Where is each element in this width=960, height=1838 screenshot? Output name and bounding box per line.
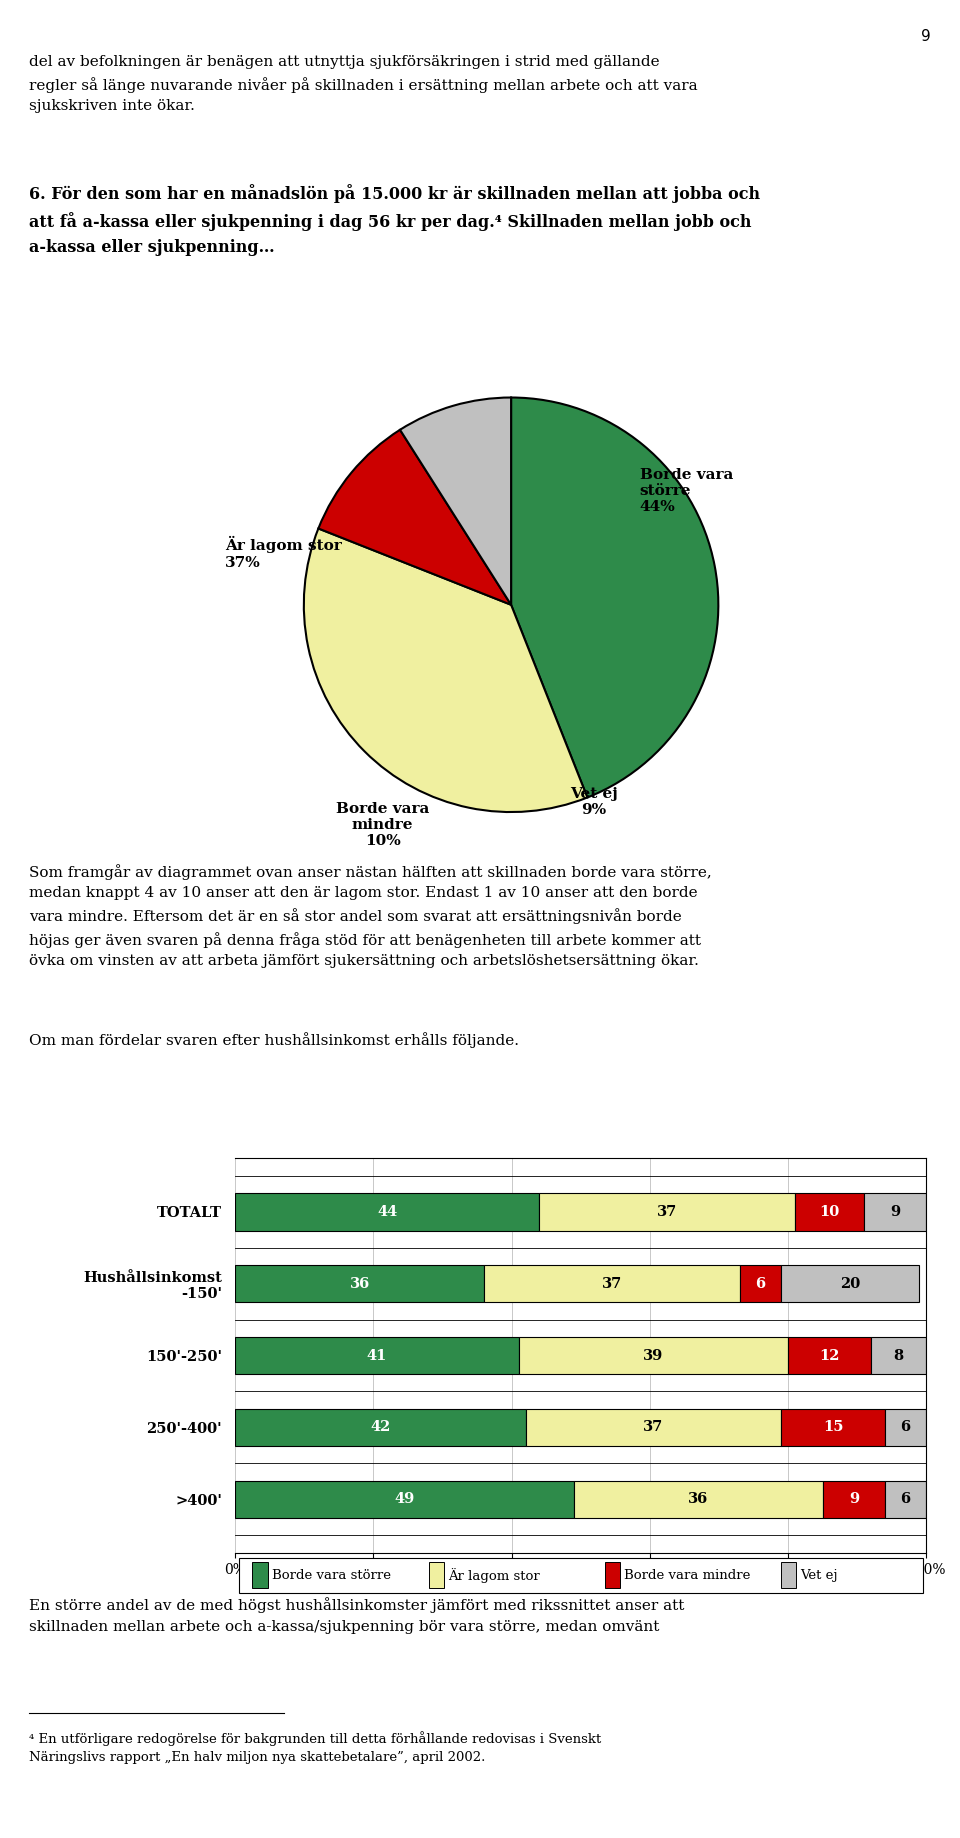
Text: Borde vara mindre: Borde vara mindre [624, 1568, 751, 1583]
Text: Borde vara
mindre
10%: Borde vara mindre 10% [336, 801, 429, 847]
Bar [795, 1193, 864, 1230]
Text: 37: 37 [643, 1421, 663, 1434]
Text: 42: 42 [371, 1421, 391, 1434]
Bar [540, 1193, 795, 1230]
Bar [823, 1481, 885, 1518]
Bar [781, 1408, 885, 1447]
Text: 41: 41 [367, 1349, 387, 1362]
Text: 9: 9 [849, 1492, 859, 1505]
Text: 10: 10 [820, 1206, 840, 1219]
Text: 6: 6 [756, 1277, 765, 1290]
Bar [871, 1336, 926, 1375]
Text: Är lagom stor
37%: Är lagom stor 37% [225, 537, 342, 570]
Text: Som framgår av diagrammet ovan anser nästan hälften att skillnaden borde vara st: Som framgår av diagrammet ovan anser näs… [29, 864, 711, 969]
Text: 39: 39 [643, 1349, 663, 1362]
Text: 9: 9 [890, 1206, 900, 1219]
Text: 6: 6 [900, 1421, 911, 1434]
Wedge shape [400, 397, 511, 605]
Text: 36: 36 [349, 1277, 370, 1290]
Bar [235, 1193, 540, 1230]
Text: En större andel av de med högst hushållsinkomster jämfört med rikssnittet anser : En större andel av de med högst hushålls… [29, 1597, 684, 1634]
Bar [574, 1481, 823, 1518]
Bar [484, 1265, 740, 1303]
Bar [885, 1408, 926, 1447]
FancyBboxPatch shape [252, 1562, 268, 1588]
Bar [781, 1265, 920, 1303]
FancyBboxPatch shape [429, 1562, 444, 1588]
Text: 12: 12 [820, 1349, 840, 1362]
Text: Vet ej
9%: Vet ej 9% [570, 787, 618, 818]
Text: 6: 6 [900, 1492, 911, 1505]
Text: 8: 8 [894, 1349, 903, 1362]
Text: 36: 36 [688, 1492, 708, 1505]
Wedge shape [303, 529, 588, 812]
Wedge shape [511, 397, 718, 798]
Text: 6. För den som har en månadslön på 15.000 kr är skillnaden mellan att jobba och
: 6. För den som har en månadslön på 15.00… [29, 184, 760, 255]
FancyBboxPatch shape [239, 1559, 923, 1594]
Bar [864, 1193, 926, 1230]
Text: 44: 44 [377, 1206, 397, 1219]
Bar [525, 1408, 781, 1447]
Text: 15: 15 [823, 1421, 843, 1434]
Bar [740, 1265, 781, 1303]
FancyBboxPatch shape [605, 1562, 620, 1588]
Bar [885, 1481, 926, 1518]
Text: 9: 9 [922, 29, 931, 44]
Bar [235, 1408, 525, 1447]
Text: 37: 37 [657, 1206, 678, 1219]
Text: 49: 49 [395, 1492, 415, 1505]
Bar [788, 1336, 871, 1375]
Text: Om man fördelar svaren efter hushållsinkomst erhålls följande.: Om man fördelar svaren efter hushållsink… [29, 1031, 518, 1048]
Text: Vet ej: Vet ej [801, 1568, 838, 1583]
Bar [235, 1265, 484, 1303]
Bar [235, 1481, 574, 1518]
FancyBboxPatch shape [781, 1562, 797, 1588]
Text: Borde vara större: Borde vara större [272, 1568, 391, 1583]
Text: ⁴ En utförligare redogörelse för bakgrunden till detta förhållande redovisas i S: ⁴ En utförligare redogörelse för bakgrun… [29, 1731, 601, 1764]
Text: del av befolkningen är benägen att utnyttja sjukförsäkringen i strid med gälland: del av befolkningen är benägen att utnyt… [29, 55, 697, 114]
Text: Borde vara
större
44%: Borde vara större 44% [639, 467, 733, 515]
Bar [235, 1336, 518, 1375]
Text: 20: 20 [840, 1277, 860, 1290]
Text: 37: 37 [602, 1277, 622, 1290]
Bar [518, 1336, 788, 1375]
Text: Är lagom stor: Är lagom stor [448, 1568, 540, 1583]
Wedge shape [319, 430, 511, 605]
